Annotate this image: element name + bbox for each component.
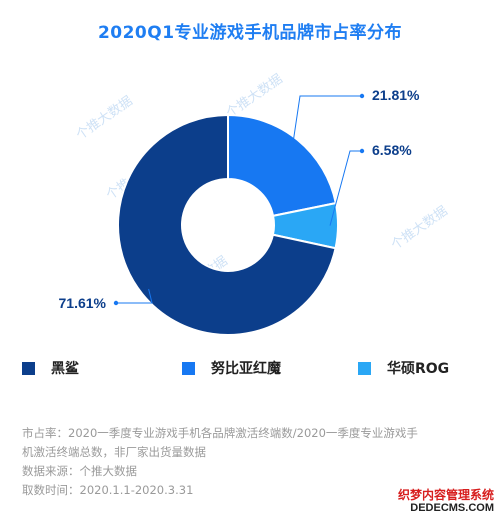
- watermark-text: 个推大数据: [224, 72, 286, 122]
- chart-title: 2020Q1专业游戏手机品牌市占率分布: [97, 23, 403, 43]
- donut-slice: [117, 113, 337, 336]
- legend-item-heisha: 黑鲨: [22, 358, 79, 378]
- leader-line: [292, 95, 362, 147]
- legend-swatch: [22, 361, 35, 375]
- corner-watermark: 织梦内容管理系统 DEDECMS.COM: [398, 489, 494, 515]
- leader-line: [329, 150, 362, 226]
- note-line: 机激活终端总数，非厂家出货量数据: [22, 445, 206, 459]
- data-label: 71.61%: [59, 295, 107, 311]
- data-label: 6.58%: [372, 142, 412, 158]
- watermark-text: 个推大数据: [74, 94, 136, 144]
- legend-item-nubia: 努比亚红魔: [182, 358, 281, 378]
- data-label: 21.81%: [372, 87, 420, 103]
- corner-watermark-line1: 织梦内容管理系统: [397, 488, 494, 502]
- note-line: 取数时间：2020.1.1-2020.3.31: [22, 483, 194, 497]
- footnotes: 市占率：2020一季度专业游戏手机各品牌激活终端数/2020一季度专业游戏手 机…: [22, 424, 492, 500]
- note-line: 数据来源：个推大数据: [22, 464, 137, 478]
- legend: 黑鲨 努比亚红魔 华硕ROG: [22, 358, 492, 382]
- leader-dot: [359, 148, 365, 154]
- corner-watermark-line2: DEDECMS.COM: [410, 502, 494, 514]
- leader-dot: [359, 93, 365, 99]
- legend-label: 黑鲨: [51, 361, 79, 377]
- note-line: 市占率：2020一季度专业游戏手机各品牌激活终端数/2020一季度专业游戏手: [22, 426, 418, 440]
- watermark-text: 个推大数据: [389, 204, 451, 254]
- legend-swatch: [182, 361, 195, 375]
- legend-swatch: [358, 361, 371, 375]
- leader-lines: [113, 93, 365, 306]
- donut-slices: [117, 113, 339, 336]
- legend-label: 努比亚红魔: [211, 361, 281, 377]
- legend-label: 华硕ROG: [387, 361, 450, 377]
- data-labels: 21.81% 6.58% 71.61%: [59, 87, 421, 311]
- leader-dot: [113, 300, 119, 306]
- legend-item-rog: 华硕ROG: [358, 358, 449, 378]
- donut-slice: [227, 113, 337, 218]
- leader-line: [116, 288, 153, 304]
